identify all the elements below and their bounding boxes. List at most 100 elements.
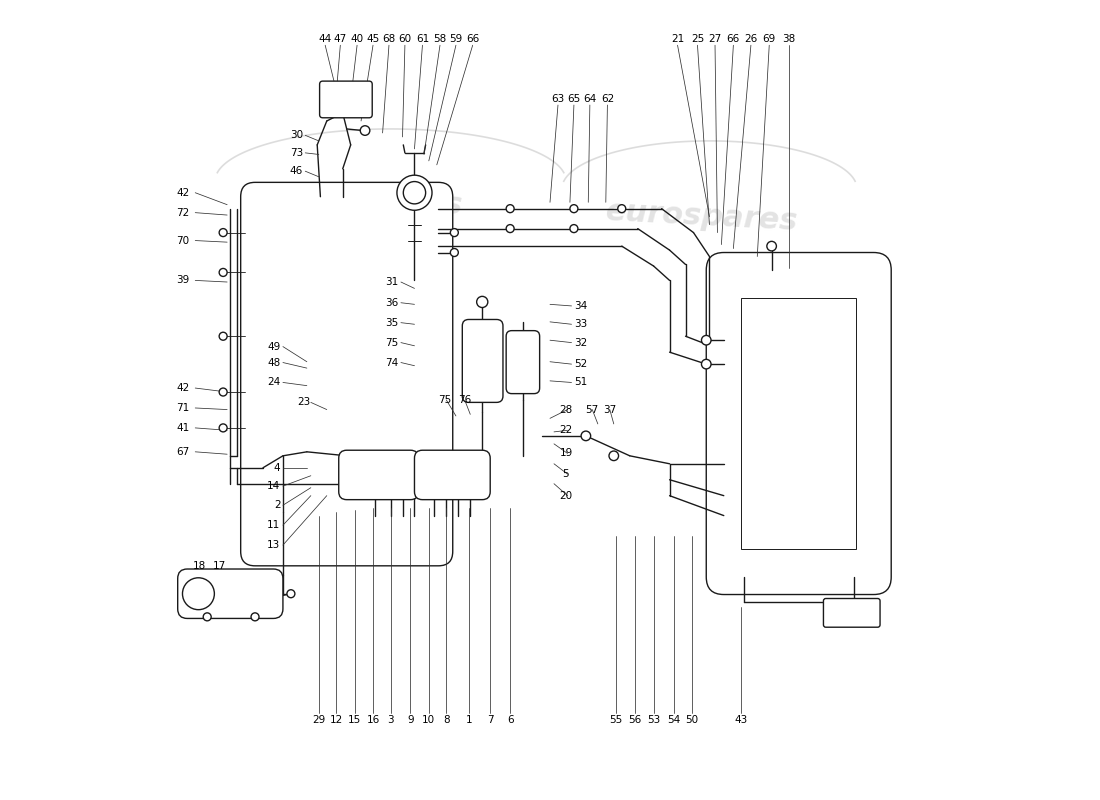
Text: 74: 74 [385, 358, 398, 367]
FancyBboxPatch shape [320, 81, 372, 118]
FancyBboxPatch shape [339, 450, 418, 500]
Text: 13: 13 [267, 540, 280, 550]
Text: 42: 42 [176, 188, 189, 198]
Text: 72: 72 [176, 208, 189, 218]
Text: 21: 21 [671, 34, 684, 44]
Text: 35: 35 [385, 318, 398, 328]
Circle shape [287, 590, 295, 598]
FancyBboxPatch shape [462, 319, 503, 402]
Text: 12: 12 [330, 715, 343, 726]
Text: 40: 40 [351, 34, 364, 44]
Text: 39: 39 [176, 275, 189, 286]
Text: 71: 71 [176, 403, 189, 413]
Text: 22: 22 [559, 426, 573, 435]
Text: eurospares: eurospares [605, 197, 799, 236]
Text: 58: 58 [433, 34, 447, 44]
Circle shape [219, 332, 227, 340]
Text: 60: 60 [398, 34, 411, 44]
Circle shape [618, 205, 626, 213]
Text: 42: 42 [176, 383, 189, 393]
Text: 36: 36 [385, 298, 398, 308]
Text: 46: 46 [289, 166, 302, 176]
Circle shape [476, 296, 487, 307]
Circle shape [506, 205, 514, 213]
FancyBboxPatch shape [178, 569, 283, 618]
Text: 5: 5 [562, 469, 570, 479]
Text: 15: 15 [348, 715, 361, 726]
Text: 38: 38 [782, 34, 795, 44]
Text: 9: 9 [407, 715, 414, 726]
Bar [741, 298, 856, 549]
Text: 73: 73 [289, 148, 302, 158]
Text: 24: 24 [267, 378, 280, 387]
Circle shape [404, 182, 426, 204]
Text: 11: 11 [267, 520, 280, 530]
FancyBboxPatch shape [506, 330, 540, 394]
Text: 45: 45 [366, 34, 379, 44]
Text: 32: 32 [574, 338, 587, 347]
Text: 7: 7 [487, 715, 494, 726]
Text: 56: 56 [629, 715, 642, 726]
Text: 51: 51 [574, 378, 587, 387]
Text: 25: 25 [691, 34, 704, 44]
Circle shape [609, 451, 618, 461]
Text: 65: 65 [568, 94, 581, 104]
Circle shape [251, 613, 258, 621]
Text: 23: 23 [298, 398, 311, 407]
Text: 47: 47 [333, 34, 346, 44]
Text: 28: 28 [559, 405, 573, 414]
Circle shape [219, 229, 227, 237]
Text: 1: 1 [465, 715, 472, 726]
Circle shape [570, 205, 578, 213]
Text: 31: 31 [385, 277, 398, 287]
Text: 66: 66 [466, 34, 480, 44]
Text: 34: 34 [574, 301, 587, 311]
Text: 48: 48 [267, 358, 280, 367]
FancyBboxPatch shape [824, 598, 880, 627]
Text: 14: 14 [267, 481, 280, 491]
Text: 10: 10 [422, 715, 436, 726]
Text: 68: 68 [383, 34, 396, 44]
Text: 41: 41 [176, 423, 189, 433]
Text: 19: 19 [559, 449, 573, 458]
Text: 70: 70 [176, 235, 189, 246]
Text: 29: 29 [312, 715, 326, 726]
Text: 63: 63 [551, 94, 564, 104]
Circle shape [450, 249, 459, 257]
Circle shape [570, 225, 578, 233]
FancyBboxPatch shape [706, 253, 891, 594]
Text: 67: 67 [176, 447, 189, 457]
Text: 17: 17 [212, 561, 226, 571]
Text: 8: 8 [443, 715, 450, 726]
Text: 49: 49 [267, 342, 280, 351]
Circle shape [219, 269, 227, 277]
Text: 64: 64 [583, 94, 596, 104]
Circle shape [204, 613, 211, 621]
Text: 2: 2 [274, 500, 280, 510]
Text: 54: 54 [667, 715, 680, 726]
Text: 53: 53 [647, 715, 660, 726]
Circle shape [581, 431, 591, 441]
Circle shape [702, 359, 711, 369]
Text: 16: 16 [366, 715, 379, 726]
Text: 50: 50 [685, 715, 698, 726]
Text: 4: 4 [274, 462, 280, 473]
Text: 18: 18 [192, 561, 206, 571]
Circle shape [219, 388, 227, 396]
Circle shape [361, 126, 370, 135]
Text: 44: 44 [319, 34, 332, 44]
Text: 75: 75 [438, 395, 451, 405]
Text: 3: 3 [387, 715, 394, 726]
Text: 57: 57 [585, 405, 598, 414]
FancyBboxPatch shape [415, 450, 491, 500]
Circle shape [767, 242, 777, 251]
Text: 43: 43 [735, 715, 748, 726]
Text: 20: 20 [560, 490, 572, 501]
Text: 6: 6 [507, 715, 514, 726]
Text: 59: 59 [449, 34, 463, 44]
Text: 62: 62 [601, 94, 614, 104]
Text: 66: 66 [727, 34, 740, 44]
Circle shape [450, 229, 459, 237]
Circle shape [506, 225, 514, 233]
Text: 33: 33 [574, 319, 587, 330]
